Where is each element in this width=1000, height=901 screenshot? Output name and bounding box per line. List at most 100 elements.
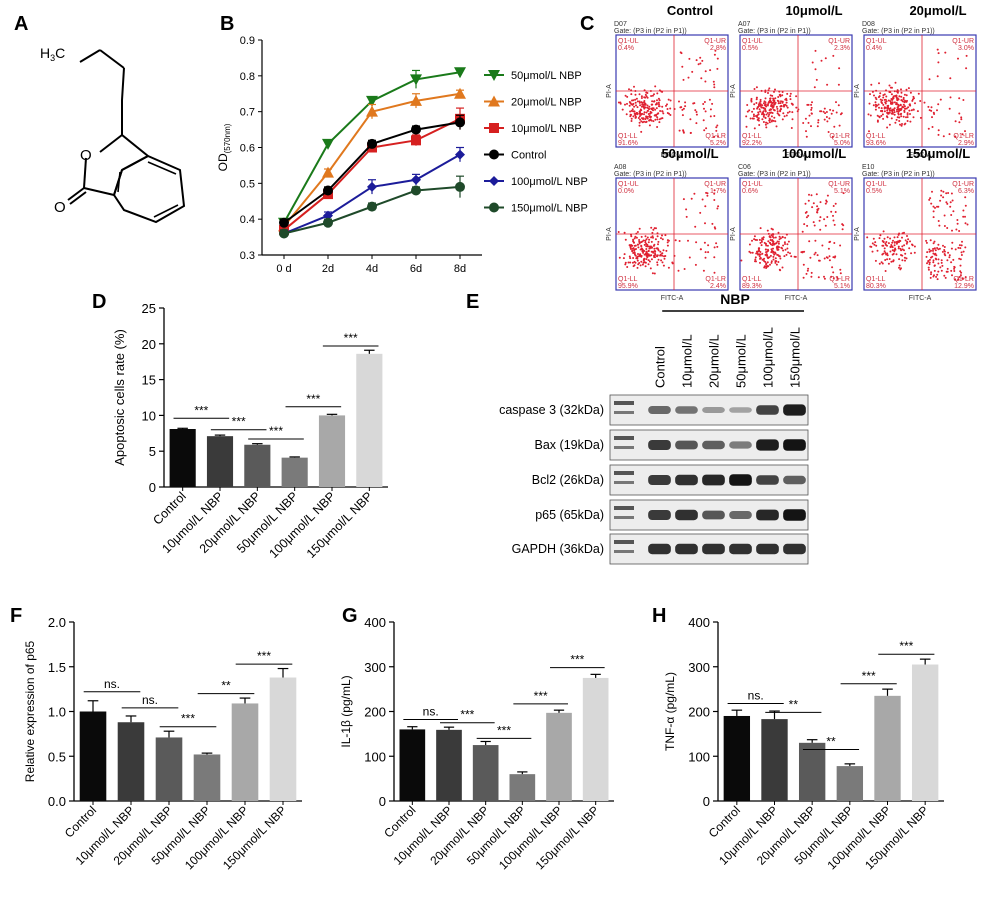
event-dot (769, 111, 772, 114)
event-dot (889, 100, 892, 103)
event-dot (646, 96, 649, 99)
event-dot (912, 95, 915, 98)
event-dot (755, 102, 758, 104)
event-dot (891, 86, 893, 89)
event-dot (938, 224, 941, 227)
event-dot (652, 120, 655, 123)
event-dot (898, 120, 901, 122)
x-tick-label: Control (706, 803, 743, 840)
bond (83, 157, 87, 189)
significance-label: *** (460, 708, 474, 722)
quadrant-ur-value: 1.7% (710, 188, 726, 195)
event-dot (939, 98, 942, 101)
event-dot (661, 238, 664, 241)
event-dot (663, 257, 666, 260)
event-dot (700, 77, 703, 80)
event-dot (906, 99, 908, 102)
event-dot (832, 54, 835, 57)
x-tick-label: 150μmol/L NBP (533, 803, 602, 872)
event-dot (684, 105, 687, 108)
event-dot (786, 243, 789, 246)
event-dot (893, 236, 896, 239)
x-tick-label: 2d (322, 263, 334, 275)
event-dot (757, 105, 760, 108)
event-dot (812, 221, 815, 224)
panel-label-f: F (10, 605, 22, 627)
significance-label: ns. (423, 705, 439, 719)
event-dot (930, 109, 933, 112)
event-dot (681, 114, 684, 117)
event-dot (933, 113, 936, 115)
event-dot (773, 253, 776, 256)
event-dot (826, 83, 829, 86)
event-dot (899, 123, 901, 126)
event-dot (772, 97, 775, 100)
event-dot (770, 234, 773, 237)
y-tick-label: 1.0 (48, 705, 66, 720)
event-dot (907, 106, 910, 109)
event-dot (936, 278, 939, 281)
event-dot (802, 276, 805, 279)
event-dot (903, 256, 906, 259)
event-dot (658, 105, 661, 108)
event-dot (628, 88, 630, 91)
event-dot (617, 231, 620, 233)
y-tick-label: 0.8 (240, 71, 255, 83)
event-dot (943, 246, 946, 248)
event-dot (959, 270, 962, 273)
event-dot (693, 102, 696, 105)
event-dot (909, 240, 911, 243)
event-dot (823, 257, 826, 260)
event-dot (749, 117, 752, 120)
legend-label: Control (511, 150, 546, 162)
event-dot (650, 103, 653, 106)
quadrant-ur-label: Q1-UR (704, 38, 726, 45)
event-dot (874, 103, 877, 106)
event-dot (900, 267, 902, 270)
event-dot (883, 247, 886, 250)
bond (69, 191, 87, 205)
event-dot (813, 224, 816, 227)
event-dot (671, 261, 674, 264)
event-dot (958, 97, 961, 100)
event-dot (777, 261, 780, 263)
event-dot (779, 237, 782, 240)
event-dot (766, 261, 769, 264)
event-dot (882, 96, 885, 99)
event-dot (636, 255, 639, 258)
event-dot (766, 112, 769, 114)
event-dot (841, 228, 844, 231)
event-dot (878, 106, 880, 109)
event-dot (811, 101, 813, 104)
event-dot (635, 97, 638, 100)
event-dot (881, 109, 884, 112)
event-dot (874, 259, 877, 262)
blot-row-label: p65 (65kDa) (535, 508, 604, 522)
event-dot (904, 107, 906, 110)
event-dot (653, 114, 656, 117)
event-dot (932, 248, 934, 250)
event-dot (650, 240, 653, 243)
y-tick-label: 0.6 (240, 143, 255, 155)
sample-code: D08 (862, 21, 875, 28)
blot-row-label: Bcl2 (26kDa) (532, 473, 604, 487)
y-tick-label: 2.0 (48, 615, 66, 630)
event-dot (644, 96, 647, 99)
event-dot (937, 243, 940, 246)
event-dot (760, 240, 763, 243)
event-dot (810, 271, 813, 274)
event-dot (654, 252, 656, 255)
sample-code: D07 (614, 21, 627, 28)
legend-label: 50μmol/L NBP (511, 70, 582, 82)
event-dot (711, 222, 714, 225)
event-dot (958, 244, 961, 247)
event-dot (872, 104, 875, 107)
event-dot (817, 276, 820, 279)
event-dot (624, 261, 627, 264)
event-dot (933, 247, 936, 250)
x-axis-label: FITC-A (785, 295, 808, 302)
y-tick-label: 200 (688, 705, 710, 720)
event-dot (646, 236, 649, 239)
event-dot (642, 103, 645, 106)
